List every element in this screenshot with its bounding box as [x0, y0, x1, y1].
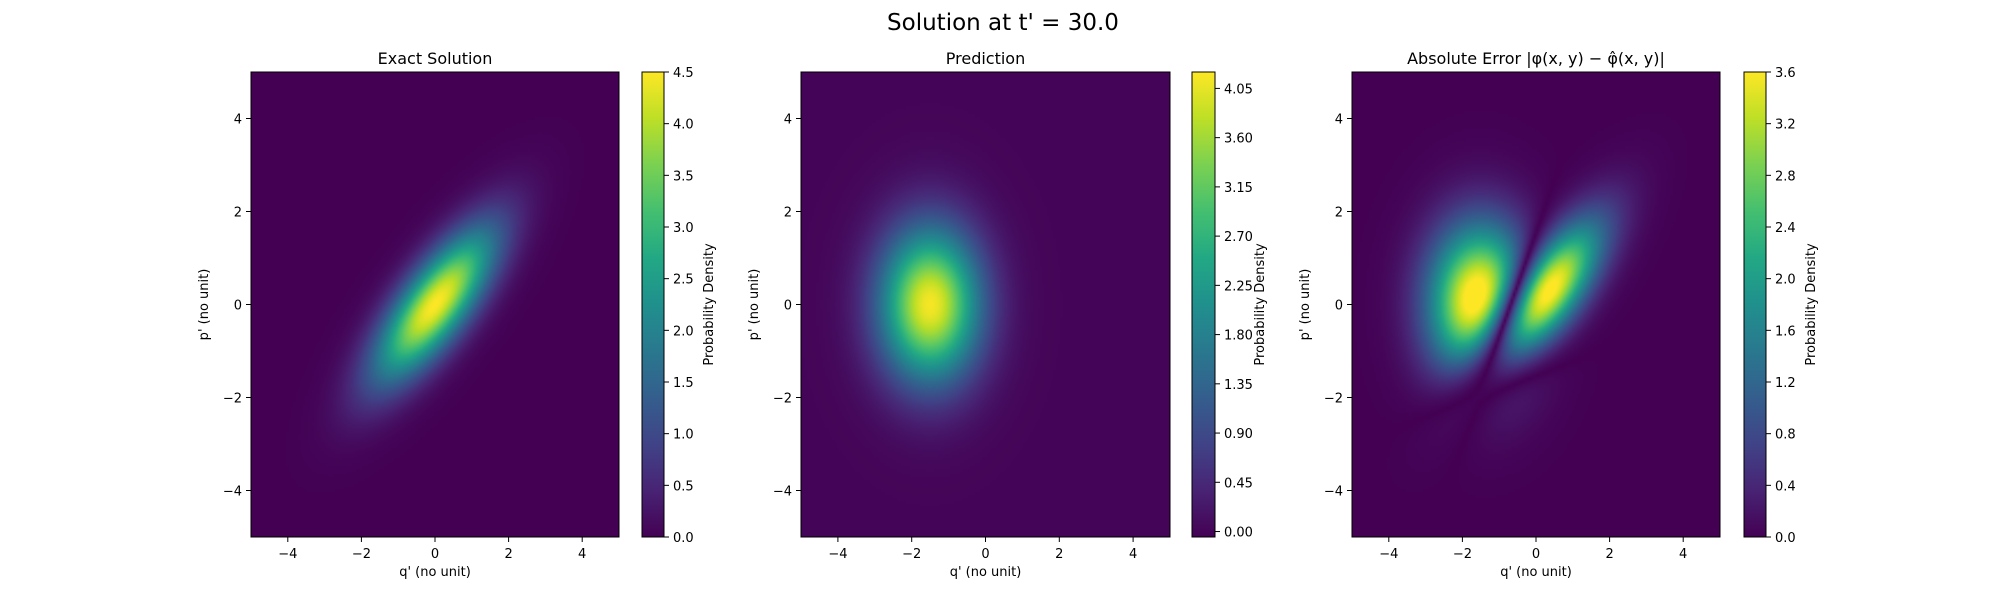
colorbar-tick-label: 2.0: [673, 324, 694, 339]
colorbar-tick-label: 0.5: [673, 479, 694, 494]
y-tick-label: −4: [1324, 485, 1343, 500]
colorbar-tick-label: 4.05: [1224, 82, 1253, 97]
y-axis-label: p' (no unit): [197, 269, 212, 341]
colorbar-tick-label: 0.0: [1775, 531, 1796, 546]
colorbar-tick-label: 4.0: [673, 118, 694, 133]
colorbar-tick-label: 2.25: [1224, 279, 1253, 294]
y-tick-label: 4: [784, 113, 792, 128]
panel-title: Exact Solution: [378, 49, 493, 68]
y-tick-label: −2: [1324, 392, 1343, 407]
y-tick-label: 2: [234, 206, 242, 221]
x-tick-label: −2: [1453, 547, 1472, 562]
colorbar: [1191, 71, 1216, 538]
colorbar-tick-label: 1.80: [1224, 329, 1253, 344]
x-tick-label: −4: [1379, 547, 1398, 562]
colorbar-label: Probability Density: [702, 243, 717, 366]
y-tick-label: −4: [773, 485, 792, 500]
x-tick-label: 0: [1532, 547, 1540, 562]
x-tick-label: 2: [504, 547, 512, 562]
heatmap-image: [251, 72, 619, 537]
x-tick-label: 4: [1129, 547, 1137, 562]
x-tick-label: 4: [578, 547, 586, 562]
x-tick-label: 4: [1679, 547, 1687, 562]
colorbar-tick-label: 1.2: [1775, 376, 1796, 391]
x-axis-label: q' (no unit): [1500, 565, 1572, 580]
y-axis-label: p' (no unit): [747, 269, 762, 341]
y-tick-label: −4: [223, 485, 242, 500]
colorbar-tick-label: 2.0: [1775, 273, 1796, 288]
colorbar-tick-label: 2.70: [1224, 230, 1253, 245]
colorbar-tick-label: 2.5: [673, 273, 694, 288]
x-tick-label: 2: [1605, 547, 1613, 562]
colorbar-tick-label: 1.5: [673, 376, 694, 391]
y-tick-label: −2: [223, 392, 242, 407]
chart-panel-2: Prediction −4 −2 0 2 4 −4 −2 0 2 4 q' (no unit) p' (…: [747, 49, 1268, 580]
x-tick-label: −4: [278, 547, 297, 562]
colorbar-tick-label: 3.2: [1775, 118, 1796, 133]
colorbar-tick-label: 1.6: [1775, 324, 1796, 339]
x-axis-label: q' (no unit): [399, 565, 471, 580]
panel-title: Absolute Error |φ(x, y) − φ̂(x, y)|: [1407, 49, 1665, 68]
colorbar-tick-label: 1.0: [673, 428, 694, 443]
colorbar: [641, 71, 665, 538]
x-tick-label: −2: [902, 547, 921, 562]
panel-title: Prediction: [946, 49, 1025, 68]
x-tick-label: −2: [352, 547, 371, 562]
x-tick-label: 0: [431, 547, 439, 562]
y-tick-label: 2: [1335, 206, 1343, 221]
colorbar-tick-label: 3.15: [1224, 181, 1253, 196]
y-tick-label: −2: [773, 392, 792, 407]
panels: Exact Solution −4 −2 0 2 4 −4 −2 0 2 4 q' (no unit)…: [197, 49, 1819, 580]
y-tick-label: 4: [1335, 113, 1343, 128]
colorbar-tick-label: 0.45: [1224, 476, 1253, 491]
x-axis-label: q' (no unit): [950, 565, 1022, 580]
y-tick-label: 2: [784, 206, 792, 221]
colorbar-tick-label: 3.6: [1775, 66, 1796, 81]
colorbar-tick-label: 2.4: [1775, 221, 1796, 236]
colorbar-tick-label: 3.0: [673, 221, 694, 236]
figure-title: Solution at t' = 30.0: [887, 10, 1119, 36]
colorbar-tick-label: 2.8: [1775, 169, 1796, 184]
x-tick-label: −4: [828, 547, 847, 562]
colorbar-tick-label: 3.5: [673, 169, 694, 184]
colorbar-tick-label: 0.4: [1775, 479, 1796, 494]
y-axis-label: p' (no unit): [1298, 269, 1313, 341]
chart-panel-1: Exact Solution −4 −2 0 2 4 −4 −2 0 2 4 q' (no unit)…: [197, 49, 717, 580]
chart-panel-3: Absolute Error |φ(x, y) − φ̂(x, y)| −4 −2 0…: [1298, 49, 1819, 580]
y-tick-label: 4: [234, 113, 242, 128]
y-tick-label: 0: [1335, 299, 1343, 314]
colorbar-label: Probability Density: [1253, 243, 1268, 366]
colorbar: [1743, 71, 1767, 538]
colorbar-tick-label: 0.00: [1224, 526, 1253, 541]
heatmap-image: [1352, 72, 1720, 537]
heatmap-image: [801, 72, 1170, 537]
colorbar-tick-label: 0.0: [673, 531, 694, 546]
colorbar-label: Probability Density: [1804, 243, 1819, 366]
colorbar-tick-label: 4.5: [673, 66, 694, 81]
colorbar-tick-label: 0.90: [1224, 427, 1253, 442]
x-tick-label: 0: [981, 547, 989, 562]
colorbar-tick-label: 0.8: [1775, 428, 1796, 443]
y-tick-label: 0: [234, 299, 242, 314]
y-tick-label: 0: [784, 299, 792, 314]
colorbar-tick-label: 1.35: [1224, 378, 1253, 393]
colorbar-tick-label: 3.60: [1224, 132, 1253, 147]
x-tick-label: 2: [1055, 547, 1063, 562]
